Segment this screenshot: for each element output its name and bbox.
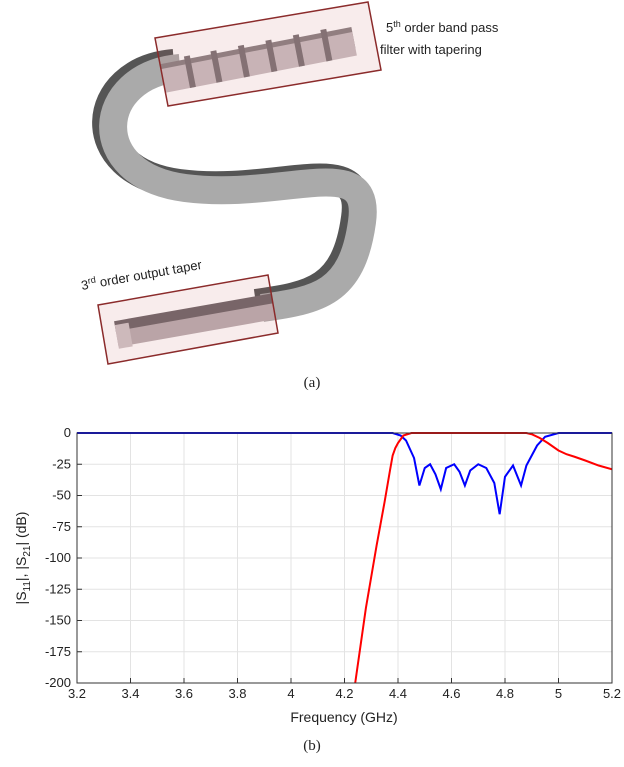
taper-label: 3rd order output taper <box>80 256 204 293</box>
y-tick-label: -125 <box>45 581 71 596</box>
page: {"figure_a": { "filter_label": {"number"… <box>0 0 624 762</box>
y-tick-label: -150 <box>45 613 71 628</box>
waveguide-render <box>98 2 381 364</box>
filter-label-line2: filter with tapering <box>380 42 482 57</box>
x-tick-label: 4.2 <box>335 686 353 701</box>
x-tick-label: 3.6 <box>175 686 193 701</box>
x-tick-label: 4 <box>287 686 294 701</box>
x-tick-label: 4.4 <box>389 686 407 701</box>
x-tick-label: 3.4 <box>121 686 139 701</box>
caption: (b) <box>303 738 321 754</box>
label-text: order output taper <box>95 257 204 290</box>
label-text: order band pass <box>401 20 499 35</box>
label-sup: th <box>393 19 401 29</box>
label-text: |S <box>13 591 29 604</box>
label-subscript: 11 <box>22 581 33 592</box>
y-axis-label: |S11|, |S21| (dB) <box>13 512 33 605</box>
label-text: |, |S <box>13 557 29 581</box>
figure: 5th order band pass filter with tapering… <box>0 0 624 762</box>
caption: (a) <box>304 375 321 391</box>
x-tick-label: 3.8 <box>228 686 246 701</box>
y-tick-label: -25 <box>52 456 71 471</box>
filter-label: 5th order band pass <box>386 19 499 35</box>
x-axis-label: Frequency (GHz) <box>290 709 397 725</box>
y-tick-label: -175 <box>45 644 71 659</box>
x-tick-label: 4.6 <box>442 686 460 701</box>
y-tick-label: 0 <box>64 425 71 440</box>
y-tick-label: -50 <box>52 488 71 503</box>
label-text: | (dB) <box>13 512 29 546</box>
label-subscript: 21 <box>22 545 33 557</box>
y-tick-label: -200 <box>45 675 71 690</box>
x-tick-label: 5.2 <box>603 686 621 701</box>
y-tick-label: -75 <box>52 519 71 534</box>
x-tick-label: 5 <box>555 686 562 701</box>
x-tick-label: 4.8 <box>496 686 514 701</box>
label-number: 5 <box>386 20 393 35</box>
y-tick-label: -100 <box>45 550 71 565</box>
